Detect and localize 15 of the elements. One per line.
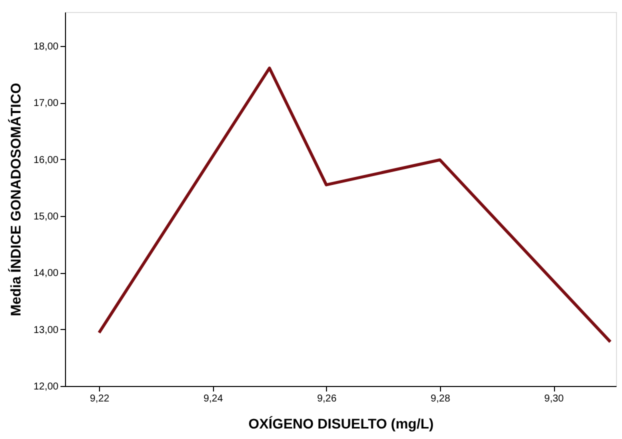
x-tick-label: 9,26 xyxy=(317,394,337,404)
y-tick-label: 16,00 xyxy=(33,154,59,166)
y-tick-label: 17,00 xyxy=(33,98,59,110)
x-tick-label: 9,28 xyxy=(430,394,451,404)
x-axis-title: OXÍGENO DISUELTO (mg/L) xyxy=(248,416,434,432)
x-tick-label: 9,30 xyxy=(544,394,564,404)
x-tick-label: 9,24 xyxy=(203,394,224,404)
y-tick-label: 14,00 xyxy=(33,268,59,280)
y-tick-label: 13,00 xyxy=(33,324,59,336)
line-series xyxy=(98,66,612,344)
y-tick-label: 18,00 xyxy=(33,42,59,52)
y-tick-label: 12,00 xyxy=(33,382,59,392)
x-tick-label: 9,22 xyxy=(90,394,110,404)
y-tick-label: 15,00 xyxy=(33,212,59,222)
y-axis-title: Media ÍNDICE GONADOSOMÁTICO xyxy=(7,82,24,316)
